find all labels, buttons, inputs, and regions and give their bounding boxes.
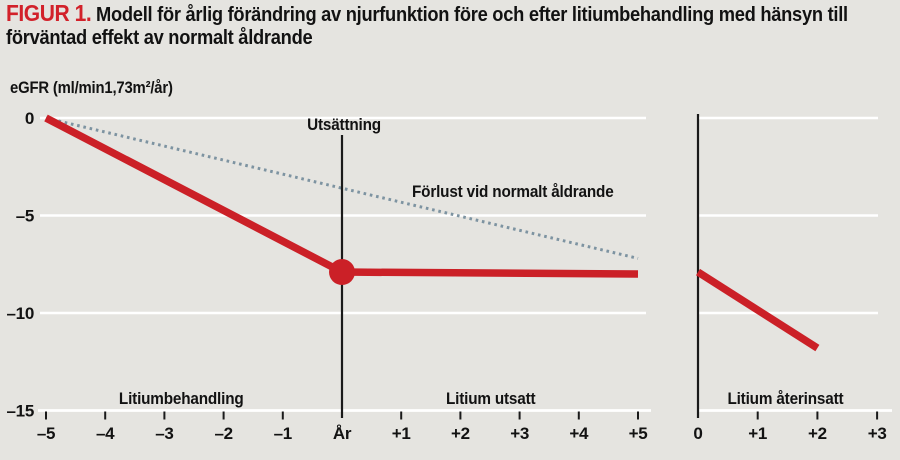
x-tick-label: –4 [96, 424, 115, 443]
x-tick-label: År [333, 424, 352, 443]
x-tick-label: +3 [868, 424, 887, 443]
x-tick-label: +5 [629, 424, 648, 443]
y-tick-label: –5 [16, 207, 34, 226]
figure-title: FIGUR 1. Modell för årlig förändring av … [6, 2, 900, 50]
x-tick-label: –3 [155, 424, 173, 443]
x-tick-label: +3 [510, 424, 529, 443]
x-tick-label: +2 [451, 424, 470, 443]
y-tick-label: 0 [25, 109, 34, 128]
x-tick-label: –2 [214, 424, 232, 443]
annotation-forlust-normalt-aldrande: Förlust vid normalt åldrande [412, 182, 614, 201]
y-tick-label: –10 [7, 304, 34, 323]
x-tick-label: +4 [569, 424, 589, 443]
figure-number: FIGUR 1. [6, 0, 92, 26]
x-tick-label: –5 [37, 424, 55, 443]
x-tick-label: +1 [392, 424, 411, 443]
y-axis-label: eGFR (ml/min1,73m²/år) [10, 79, 173, 97]
x-tick-label: 0 [693, 424, 702, 443]
x-tick-label: +2 [808, 424, 827, 443]
figure-title-text: Modell för årlig förändring av njurfunkt… [6, 4, 848, 49]
x-tick-label: +1 [748, 424, 767, 443]
x-tick-label: –1 [274, 424, 292, 443]
forlust-vid-normalt-aldrande-dotted-line [45, 116, 639, 260]
y-tick-label: –15 [7, 402, 34, 421]
egfr-forandring-efter-aterinsattning-line [695, 268, 820, 352]
utsattning-marker-dot [329, 259, 355, 286]
